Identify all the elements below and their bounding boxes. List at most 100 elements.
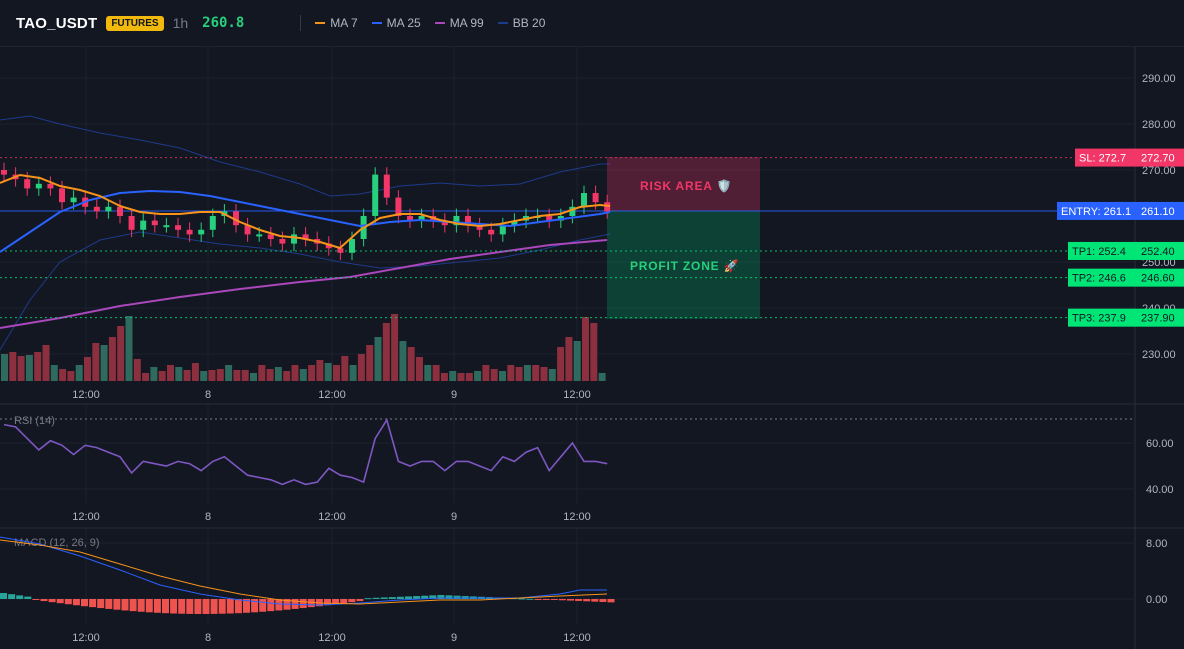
macd-histogram-bar <box>421 595 429 599</box>
macd-histogram-bar <box>324 599 331 606</box>
macd-histogram-bar <box>275 599 283 611</box>
macd-tick-label: 0.00 <box>1146 594 1167 606</box>
volume-bar <box>241 370 249 381</box>
macd-histogram-bar <box>24 596 32 599</box>
legend-ma7[interactable]: MA 7 <box>315 16 358 30</box>
legend-bb20[interactable]: BB 20 <box>497 16 545 30</box>
entry-tag-bg <box>1057 201 1135 220</box>
macd-histogram-bar <box>405 596 412 599</box>
candle-body <box>267 234 274 239</box>
candle-body <box>325 243 332 249</box>
interval-label[interactable]: 1h <box>172 15 189 31</box>
time-tick-label: 12:00 <box>563 511 591 523</box>
time-tick-label: 8 <box>205 632 211 644</box>
rsi-label[interactable]: RSI (14) <box>14 415 55 427</box>
ma99-line <box>0 239 608 329</box>
volume-bar <box>1 354 8 381</box>
time-tick-label: 9 <box>451 632 457 644</box>
volume-bar <box>59 369 67 381</box>
volume-bar <box>582 317 589 381</box>
price-tick-label: 270.00 <box>1142 165 1176 177</box>
legend-ma25[interactable]: MA 25 <box>371 16 421 30</box>
volume-bar <box>50 365 58 381</box>
macd-histogram-bar <box>32 599 40 600</box>
sl-tag-label: SL: 272.7 <box>1079 153 1126 165</box>
profit-zone[interactable] <box>607 211 760 319</box>
volume-bar <box>590 323 598 381</box>
macd-histogram-bar <box>218 599 226 614</box>
macd-histogram-bar <box>178 599 186 614</box>
volume-bar <box>208 370 216 381</box>
tp2-tag-bg <box>1068 268 1135 287</box>
macd-histogram-bar <box>599 599 607 602</box>
volume-bar <box>167 365 174 381</box>
candle-body <box>256 234 263 237</box>
macd-histogram-bar <box>251 599 259 613</box>
macd-histogram-bar <box>575 599 583 601</box>
macd-histogram-bar <box>348 599 356 603</box>
candle-body <box>569 206 576 216</box>
price-tick-label: 230.00 <box>1142 349 1176 361</box>
volume-bar <box>474 371 482 381</box>
macd-histogram-bar <box>202 599 210 614</box>
volume-bar <box>457 373 465 381</box>
volume-bar <box>183 370 191 381</box>
volume-bar <box>523 365 531 381</box>
macd-histogram-bar <box>453 595 461 599</box>
volume-bar <box>349 365 357 381</box>
macd-histogram-bar <box>567 599 574 601</box>
macd-histogram-bar <box>340 599 348 604</box>
volume-bar <box>399 341 407 381</box>
macd-histogram-bar <box>113 599 121 610</box>
tp2-axis-box <box>1135 268 1184 287</box>
candle-body <box>140 220 147 230</box>
volume-bar <box>308 365 316 381</box>
macd-histogram-bar <box>153 599 161 613</box>
tp3-axis-box <box>1135 308 1184 327</box>
volume-bar <box>225 365 233 381</box>
volume-bar <box>324 363 332 381</box>
macd-histogram-bar <box>72 599 80 606</box>
macd-histogram-bar <box>583 599 591 602</box>
candle-body <box>93 206 100 212</box>
candle-body <box>70 197 77 203</box>
volume-bar <box>490 369 498 381</box>
volume-bar <box>548 369 556 381</box>
macd-histogram-bar <box>445 595 453 599</box>
ma25-label: MA 25 <box>386 16 421 30</box>
tp1-axis-value: 252.40 <box>1141 246 1175 258</box>
legend-ma99[interactable]: MA 99 <box>434 16 484 30</box>
macd-histogram-bar <box>129 599 137 612</box>
volume-bar <box>191 363 199 381</box>
volume-bar <box>117 326 125 381</box>
ma99-label: MA 99 <box>449 16 484 30</box>
volume-bar <box>150 367 158 381</box>
macd-label[interactable]: MACD (12, 26, 9) <box>14 537 100 549</box>
time-tick-label: 8 <box>205 511 211 523</box>
last-price: 260.8 <box>202 15 245 31</box>
macd-histogram-bar <box>145 599 153 613</box>
time-tick-label: 12:00 <box>318 632 346 644</box>
macd-histogram-bar <box>48 599 56 603</box>
macd-histogram-bar <box>186 599 194 614</box>
candle-body <box>383 174 390 198</box>
ma99-path <box>0 239 608 329</box>
risk-area[interactable] <box>607 157 760 211</box>
macd-histogram-bar <box>526 598 534 600</box>
sl-tag-bg <box>1075 148 1135 167</box>
symbol-name[interactable]: TAO_USDT <box>16 14 98 32</box>
candle-body <box>581 193 587 207</box>
candle-body <box>546 216 553 221</box>
volume-bar <box>291 365 299 381</box>
time-tick-label: 12:00 <box>563 389 591 401</box>
macd-histogram-bar <box>550 599 558 600</box>
volume-bar <box>17 356 25 381</box>
volume-bar <box>42 345 50 381</box>
candle-body <box>488 229 495 235</box>
macd-tick-label: 8.00 <box>1146 538 1167 550</box>
bb20-swatch <box>497 22 508 24</box>
candle-body <box>407 216 413 221</box>
macd-histogram-bar <box>259 599 267 612</box>
candle-body <box>476 225 483 230</box>
